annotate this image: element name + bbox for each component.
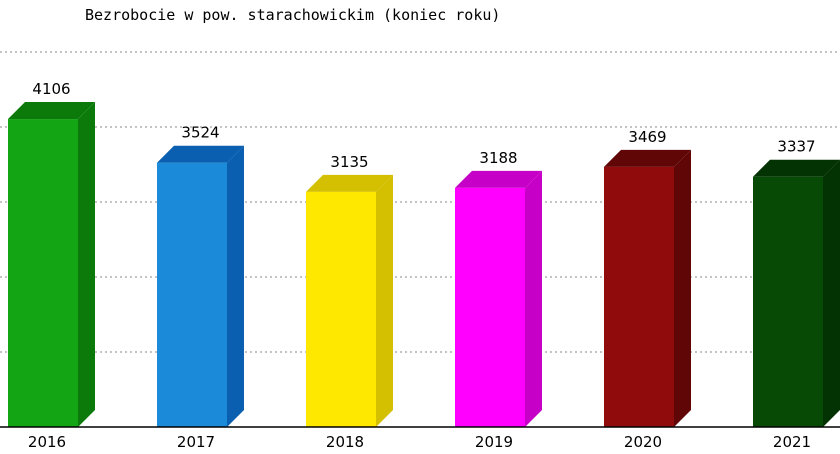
bar-side: [376, 174, 393, 427]
bar-front: [306, 191, 376, 427]
bar-2018: 3135: [306, 153, 393, 427]
bar-front: [604, 166, 674, 427]
data-label: 3524: [181, 124, 219, 142]
data-label: 3469: [628, 128, 666, 146]
bar-top: [604, 149, 691, 167]
bar-front: [8, 119, 78, 428]
x-tick-label: 2020: [624, 433, 662, 451]
chart-title: Bezrobocie w pow. starachowickim (koniec…: [85, 6, 500, 24]
bar-side: [674, 149, 691, 427]
bars: 4106 3524 3135 3188 3469 3337: [8, 80, 840, 428]
bar-2019: 3188: [455, 149, 542, 427]
data-label: 3188: [479, 149, 517, 167]
bar-2021: 3337: [753, 138, 840, 427]
bar-front: [753, 176, 823, 427]
bar-side: [525, 170, 542, 427]
x-tick-label: 2018: [326, 433, 364, 451]
x-tick-label: 2019: [475, 433, 513, 451]
bar-side: [227, 145, 244, 427]
bar-front: [157, 162, 227, 427]
x-tick-label: 2016: [28, 433, 66, 451]
bar-top: [753, 159, 840, 177]
bar-2020: 3469: [604, 128, 691, 427]
data-label: 3337: [777, 138, 815, 156]
x-tick-label: 2017: [177, 433, 215, 451]
bar-top: [455, 170, 542, 188]
bar-2017: 3524: [157, 124, 244, 427]
bar-2016: 4106: [8, 80, 95, 428]
gridlines: [0, 51, 840, 353]
bar-side: [823, 159, 840, 427]
x-tick-labels: 2016 2017 2018 2019 2020 2021: [28, 433, 811, 451]
bar-front: [455, 187, 525, 427]
data-label: 4106: [32, 80, 70, 98]
bar-top: [8, 102, 95, 120]
data-label: 3135: [330, 153, 368, 171]
bar-side: [78, 102, 95, 428]
bar-top: [306, 174, 393, 192]
bar-top: [157, 145, 244, 163]
x-tick-label: 2021: [773, 433, 811, 451]
